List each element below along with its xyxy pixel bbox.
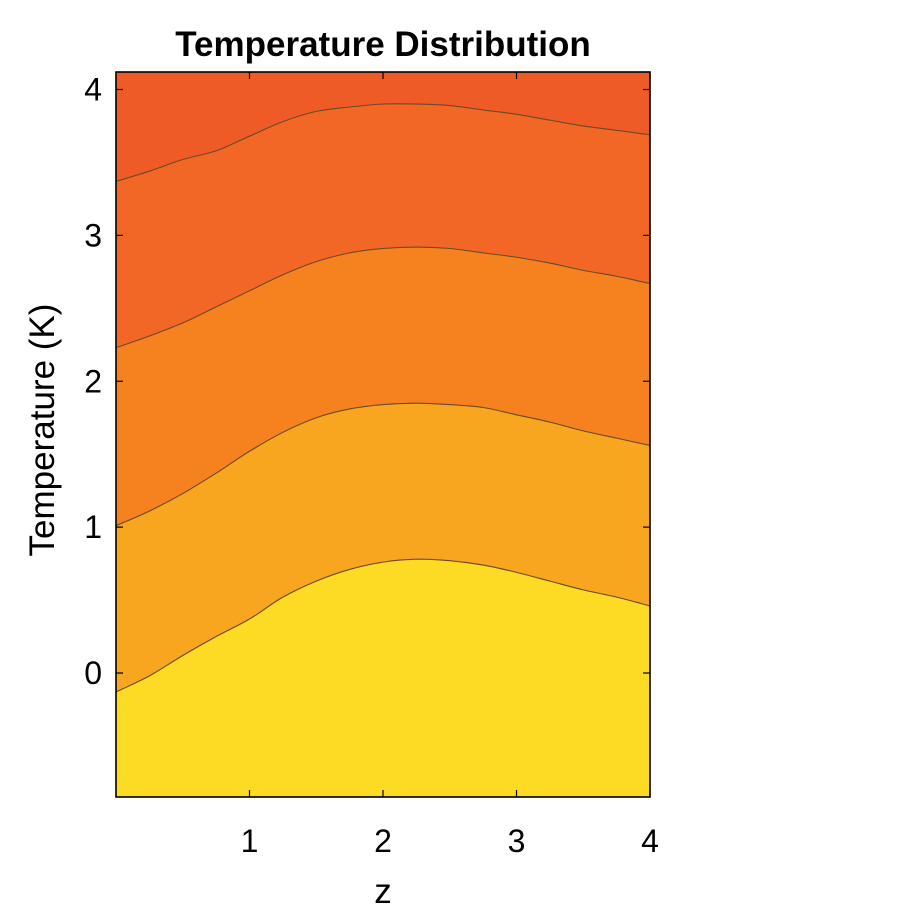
contour-band-4 (116, 72, 650, 182)
y-tick-label: 3 (84, 217, 102, 253)
y-tick-label: 4 (84, 72, 102, 108)
plot-area (115, 71, 651, 798)
chart-title: Temperature Distribution (175, 25, 591, 64)
contour-line-4 (115, 103, 651, 182)
contour-band-3 (116, 72, 650, 348)
x-tick-label: 3 (508, 823, 526, 859)
axis-ticks (116, 72, 651, 797)
y-axis-label: Temperature (K) (23, 304, 62, 557)
y-tick-label: 0 (84, 655, 102, 691)
x-tick-label: 1 (241, 823, 259, 859)
contour-line-1 (115, 558, 651, 693)
contour-lines (115, 103, 651, 693)
x-axis-label: z (374, 872, 392, 911)
y-tick-labels: 0 1 2 3 4 (84, 72, 102, 692)
y-tick-label: 1 (84, 509, 102, 545)
x-tick-labels: 1 2 3 4 (241, 823, 659, 859)
contour-line-2 (115, 402, 651, 527)
x-tick-label: 2 (374, 823, 392, 859)
contour-bands (116, 72, 650, 797)
contour-line-3 (115, 246, 651, 349)
y-tick-label: 2 (84, 363, 102, 399)
x-tick-label: 4 (641, 823, 659, 859)
